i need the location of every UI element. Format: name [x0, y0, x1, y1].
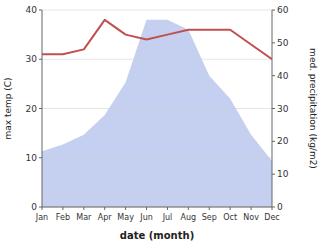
y-tick-label: 20	[26, 104, 38, 114]
x-tick	[209, 207, 210, 210]
axes: 0 10 20 30 40 0 10 20 30 40 50 60 Jan Feb Mar Apr May Jun…	[26, 5, 289, 222]
y2-tick-label: 30	[277, 104, 289, 114]
y-tick	[39, 108, 42, 109]
x-tick-label: Dec	[264, 213, 279, 222]
x-tick	[83, 207, 84, 210]
plot-area	[42, 20, 272, 207]
x-axis-line	[42, 207, 272, 208]
x-tick	[188, 207, 189, 210]
line-layer	[42, 20, 272, 59]
x-tick	[104, 207, 105, 210]
x-tick	[146, 207, 147, 210]
x-tick-label: Apr	[98, 213, 113, 222]
y2-tick-label: 50	[277, 38, 289, 48]
grid-line	[42, 10, 272, 11]
y-tick-label: 30	[26, 54, 38, 64]
x-tick	[272, 207, 273, 210]
x-tick-label: Mar	[76, 213, 92, 222]
y2-tick	[272, 174, 275, 175]
x-tick	[167, 207, 168, 210]
x-tick-label: Aug	[181, 213, 197, 222]
y2-tick	[272, 141, 275, 142]
x-tick	[62, 207, 63, 210]
x-tick-label: Sep	[202, 213, 217, 222]
x-tick-label: Jun	[139, 213, 153, 222]
y-tick-label: 10	[26, 153, 38, 163]
x-tick	[125, 207, 126, 210]
y-tick	[39, 157, 42, 158]
x-tick	[230, 207, 231, 210]
y-tick	[39, 59, 42, 60]
y-tick-label: 0	[31, 202, 37, 212]
x-axis-title: date (month)	[120, 230, 194, 241]
x-tick-label: Nov	[243, 213, 259, 222]
y2-tick	[272, 75, 275, 76]
x-tick-label: Oct	[223, 213, 237, 222]
y2-axis-title: med. precipitation (kg/m2)	[308, 48, 318, 169]
y2-tick-label: 0	[277, 202, 283, 212]
x-tick-label: Feb	[56, 213, 70, 222]
y2-tick-label: 20	[277, 136, 289, 146]
grid-line	[42, 157, 272, 158]
x-tick-label: Jul	[162, 213, 173, 222]
x-tick-label: May	[117, 213, 134, 222]
grid-line	[42, 207, 272, 208]
chart: 0 10 20 30 40 0 10 20 30 40 50 60 Jan Feb Mar Apr May Jun…	[0, 0, 318, 247]
y-axis-title: max temp (C)	[3, 77, 13, 139]
x-tick-label: Jan	[35, 213, 48, 222]
y2-tick	[272, 42, 275, 43]
y2-tick	[272, 108, 275, 109]
x-tick	[251, 207, 252, 210]
grid-line	[42, 108, 272, 109]
area	[42, 20, 272, 207]
y2-tick-label: 40	[277, 71, 289, 81]
grid	[42, 10, 272, 207]
y-tick	[39, 10, 42, 11]
x-tick	[42, 207, 43, 210]
line	[42, 20, 272, 59]
y2-tick-label: 60	[277, 5, 289, 15]
y2-tick	[272, 10, 275, 11]
y-tick-label: 40	[26, 5, 38, 15]
y2-tick-label: 10	[277, 169, 289, 179]
grid-line	[42, 59, 272, 60]
